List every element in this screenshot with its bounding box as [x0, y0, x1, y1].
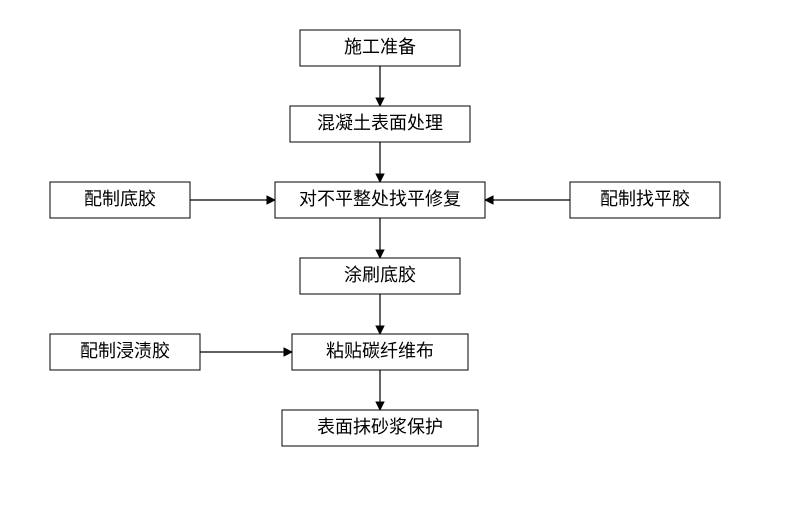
flow-node-s1: 配制底胶	[50, 182, 190, 218]
flow-node-label: 混凝土表面处理	[317, 113, 443, 133]
flow-node-label: 对不平整处找平修复	[299, 189, 461, 209]
flow-node-n4: 涂刷底胶	[300, 258, 460, 294]
flow-node-n5: 粘贴碳纤维布	[292, 334, 468, 370]
flow-node-s2: 配制找平胶	[570, 182, 720, 218]
nodes-layer: 施工准备混凝土表面处理对不平整处找平修复涂刷底胶粘贴碳纤维布表面抹砂浆保护 配制底…	[50, 30, 720, 446]
flow-node-s3: 配制浸渍胶	[50, 334, 200, 370]
flow-node-n3: 对不平整处找平修复	[275, 182, 485, 218]
flow-node-n6: 表面抹砂浆保护	[282, 410, 478, 446]
flow-node-label: 表面抹砂浆保护	[317, 417, 443, 437]
flow-node-n2: 混凝土表面处理	[290, 106, 470, 142]
flowchart-canvas: 施工准备混凝土表面处理对不平整处找平修复涂刷底胶粘贴碳纤维布表面抹砂浆保护 配制底…	[0, 0, 800, 530]
flow-node-label: 涂刷底胶	[344, 265, 416, 285]
flow-node-label: 配制浸渍胶	[80, 341, 170, 361]
flow-node-n1: 施工准备	[300, 30, 460, 66]
flow-node-label: 施工准备	[344, 37, 416, 57]
flow-node-label: 配制找平胶	[600, 189, 690, 209]
flow-node-label: 粘贴碳纤维布	[326, 341, 434, 361]
flow-node-label: 配制底胶	[84, 189, 156, 209]
